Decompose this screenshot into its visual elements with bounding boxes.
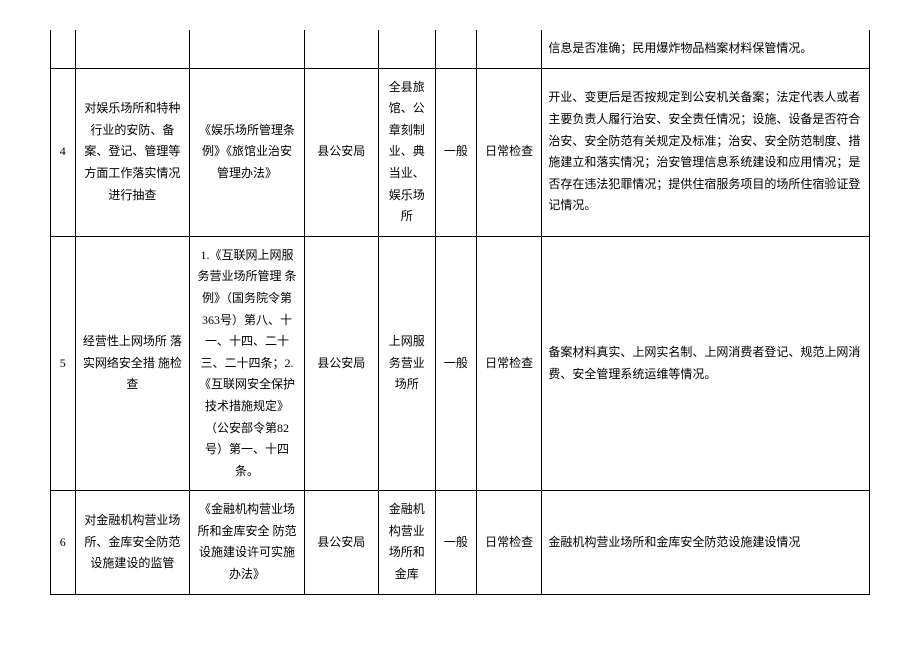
cell-basis — [190, 30, 305, 68]
cell-target: 上网服务营业场所 — [378, 236, 435, 491]
cell-level — [435, 30, 476, 68]
cell-level: 一般 — [435, 236, 476, 491]
cell-item: 对娱乐场所和特种行业的安防、备案、登记、管理等方面工作落实情况进行抽查 — [75, 68, 190, 236]
inspection-table: 信息是否准确；民用爆炸物品档案材料保管情况。 4 对娱乐场所和特种行业的安防、备… — [50, 30, 870, 595]
cell-target: 金融机构营业场所和金库 — [378, 491, 435, 594]
cell-dept: 县公安局 — [304, 236, 378, 491]
cell-basis: 《娱乐场所管理条例》《旅馆业治安管理办法》 — [190, 68, 305, 236]
table-row: 信息是否准确；民用爆炸物品档案材料保管情况。 — [51, 30, 870, 68]
table-row: 6 对金融机构营业场所、金库安全防范设施建设的监管 《金融机构营业场所和金库安全… — [51, 491, 870, 594]
cell-basis: 《金融机构营业场所和金库安全 防范设施建设许可实施办法》 — [190, 491, 305, 594]
cell-item: 对金融机构营业场所、金库安全防范设施建设的监管 — [75, 491, 190, 594]
cell-dept: 县公安局 — [304, 68, 378, 236]
cell-type — [476, 30, 542, 68]
cell-content: 开业、变更后是否按规定到公安机关备案；法定代表人或者主要负责人履行治安、安全责任… — [542, 68, 870, 236]
table-body: 信息是否准确；民用爆炸物品档案材料保管情况。 4 对娱乐场所和特种行业的安防、备… — [51, 30, 870, 594]
cell-item — [75, 30, 190, 68]
cell-content: 金融机构营业场所和金库安全防范设施建设情况 — [542, 491, 870, 594]
cell-target — [378, 30, 435, 68]
cell-level: 一般 — [435, 491, 476, 594]
cell-item: 经营性上网场所 落实网络安全措 施检查 — [75, 236, 190, 491]
cell-num — [51, 30, 76, 68]
cell-target: 全县旅馆、公章刻制业、典当业、娱乐场所 — [378, 68, 435, 236]
cell-level: 一般 — [435, 68, 476, 236]
table-row: 4 对娱乐场所和特种行业的安防、备案、登记、管理等方面工作落实情况进行抽查 《娱… — [51, 68, 870, 236]
table-row: 5 经营性上网场所 落实网络安全措 施检查 1.《互联网上网服务营业场所管理 条… — [51, 236, 870, 491]
cell-dept: 县公安局 — [304, 491, 378, 594]
cell-num: 5 — [51, 236, 76, 491]
cell-type: 日常检查 — [476, 491, 542, 594]
cell-num: 6 — [51, 491, 76, 594]
cell-type: 日常检查 — [476, 68, 542, 236]
cell-content: 备案材料真实、上网实名制、上网消费者登记、规范上网消费、安全管理系统运维等情况。 — [542, 236, 870, 491]
cell-basis: 1.《互联网上网服务营业场所管理 条例》（国务院令第363号）第八、十一、十四、… — [190, 236, 305, 491]
cell-dept — [304, 30, 378, 68]
cell-num: 4 — [51, 68, 76, 236]
cell-type: 日常检查 — [476, 236, 542, 491]
cell-content: 信息是否准确；民用爆炸物品档案材料保管情况。 — [542, 30, 870, 68]
